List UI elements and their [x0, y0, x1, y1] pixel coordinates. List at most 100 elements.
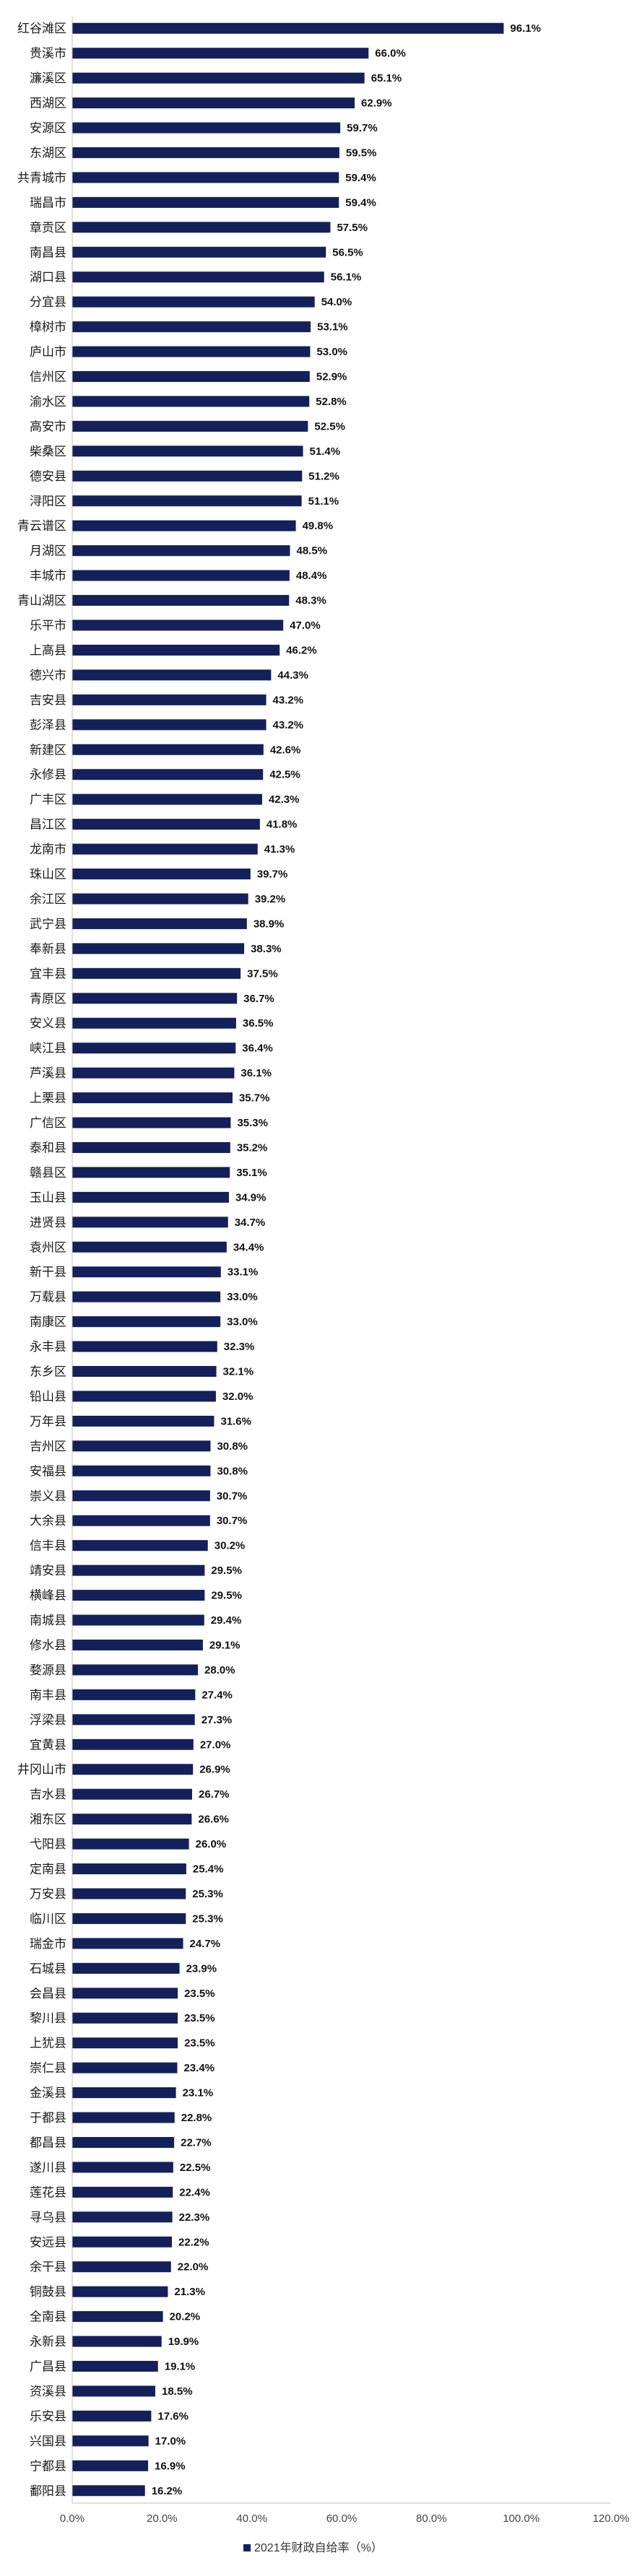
category-label: 都昌县	[30, 2136, 66, 2149]
category-label: 分宜县	[30, 295, 66, 309]
bar-16	[72, 396, 310, 407]
data-label: 36.7%	[243, 993, 274, 1005]
data-label: 25.3%	[192, 1888, 223, 1900]
data-label: 22.2%	[178, 2236, 209, 2248]
bar-10	[72, 246, 326, 258]
x-tick-label: 60.0%	[326, 2512, 358, 2525]
data-label: 41.8%	[266, 819, 298, 831]
category-label: 广信区	[30, 1116, 66, 1130]
bar-47	[72, 1167, 230, 1178]
data-label: 52.5%	[314, 420, 345, 432]
category-label: 贵溪市	[30, 47, 66, 61]
category-label: 永丰县	[30, 1340, 66, 1354]
category-label: 青云谱区	[17, 519, 66, 533]
data-label: 30.7%	[217, 1490, 248, 1502]
bar-90	[72, 2236, 173, 2248]
bar-33	[72, 819, 260, 830]
bar-61	[72, 1515, 210, 1526]
bar-21	[72, 520, 296, 531]
bar-23	[72, 570, 290, 581]
category-label: 崇仁县	[30, 2061, 66, 2075]
data-label: 30.7%	[217, 1515, 248, 1527]
data-label: 18.5%	[162, 2385, 193, 2398]
category-label: 奉新县	[30, 942, 66, 956]
bar-63	[72, 1565, 205, 1576]
category-label: 乐安县	[30, 2409, 66, 2423]
bar-49	[72, 1217, 228, 1228]
bar-66	[72, 1639, 203, 1650]
bar-30	[72, 744, 264, 755]
bar-44	[72, 1092, 233, 1104]
category-label: 安义县	[30, 1017, 66, 1030]
data-label: 27.4%	[202, 1689, 233, 1701]
data-label: 33.0%	[227, 1316, 258, 1328]
bar-64	[72, 1590, 205, 1601]
category-label: 井冈山市	[17, 1763, 66, 1777]
data-label: 35.7%	[239, 1092, 270, 1105]
data-label: 34.4%	[233, 1241, 264, 1253]
category-label: 乐平市	[30, 619, 66, 632]
category-label: 铅山县	[30, 1390, 66, 1404]
data-label: 39.7%	[257, 869, 288, 881]
data-label: 43.2%	[273, 719, 304, 731]
legend-swatch	[243, 2544, 251, 2551]
data-label: 54.0%	[321, 296, 352, 308]
bar-95	[72, 2361, 158, 2372]
bar-37	[72, 918, 247, 929]
data-label: 62.9%	[361, 97, 392, 110]
bar-28	[72, 694, 266, 705]
category-label: 青山湖区	[17, 594, 66, 608]
category-label: 广丰区	[30, 793, 66, 806]
bar-42	[72, 1043, 236, 1054]
bar-60	[72, 1490, 210, 1502]
bar-62	[72, 1540, 208, 1552]
data-label: 59.4%	[345, 196, 376, 209]
data-label: 27.3%	[202, 1714, 233, 1726]
category-label: 德安县	[30, 469, 66, 483]
data-label: 29.1%	[209, 1639, 240, 1651]
bar-73	[72, 1814, 192, 1825]
bar-80	[72, 1988, 178, 1999]
data-label: 22.0%	[178, 2261, 209, 2273]
category-label: 万安县	[30, 1887, 66, 1901]
bar-3	[72, 72, 365, 84]
bar-36	[72, 893, 248, 905]
bar-11	[72, 271, 324, 283]
bar-57	[72, 1415, 214, 1427]
category-label: 新干县	[30, 1266, 66, 1279]
category-label: 袁州区	[30, 1240, 66, 1254]
data-label: 36.5%	[243, 1017, 274, 1030]
bar-92	[72, 2286, 168, 2297]
category-label: 资溪县	[30, 2385, 66, 2398]
bar-25	[72, 619, 284, 631]
bar-56	[72, 1391, 216, 1402]
category-label: 柴桑区	[30, 445, 66, 458]
data-label: 23.5%	[184, 2037, 215, 2050]
category-label: 湘东区	[30, 1813, 66, 1827]
category-label: 湖口县	[30, 271, 66, 284]
category-label: 章贡区	[30, 221, 66, 235]
category-label: 南丰县	[30, 1688, 66, 1702]
bar-31	[72, 769, 264, 780]
category-label: 德兴市	[30, 669, 66, 682]
bar-34	[72, 843, 258, 855]
category-label: 宜黄县	[30, 1738, 66, 1752]
bar-71	[72, 1764, 194, 1775]
data-label: 26.0%	[196, 1838, 227, 1850]
bar-5	[72, 122, 341, 134]
bar-9	[72, 222, 331, 233]
category-label: 西湖区	[30, 97, 66, 110]
data-label: 16.2%	[152, 2485, 183, 2497]
data-label: 36.1%	[240, 1067, 272, 1079]
category-label: 南昌县	[30, 245, 66, 259]
category-label: 安源区	[30, 121, 66, 135]
data-label: 38.3%	[251, 943, 282, 955]
bar-29	[72, 719, 266, 731]
category-label: 会昌县	[30, 1987, 66, 2001]
x-tick-labels-layer: 0.0% 20.0% 40.0% 60.0% 80.0% 100.0% 120.0%	[60, 2512, 630, 2525]
data-label: 26.9%	[199, 1764, 230, 1776]
category-label: 宜丰县	[30, 967, 66, 980]
data-label: 34.9%	[235, 1191, 266, 1204]
category-label: 永修县	[30, 768, 66, 782]
category-label: 庐山市	[30, 345, 66, 359]
